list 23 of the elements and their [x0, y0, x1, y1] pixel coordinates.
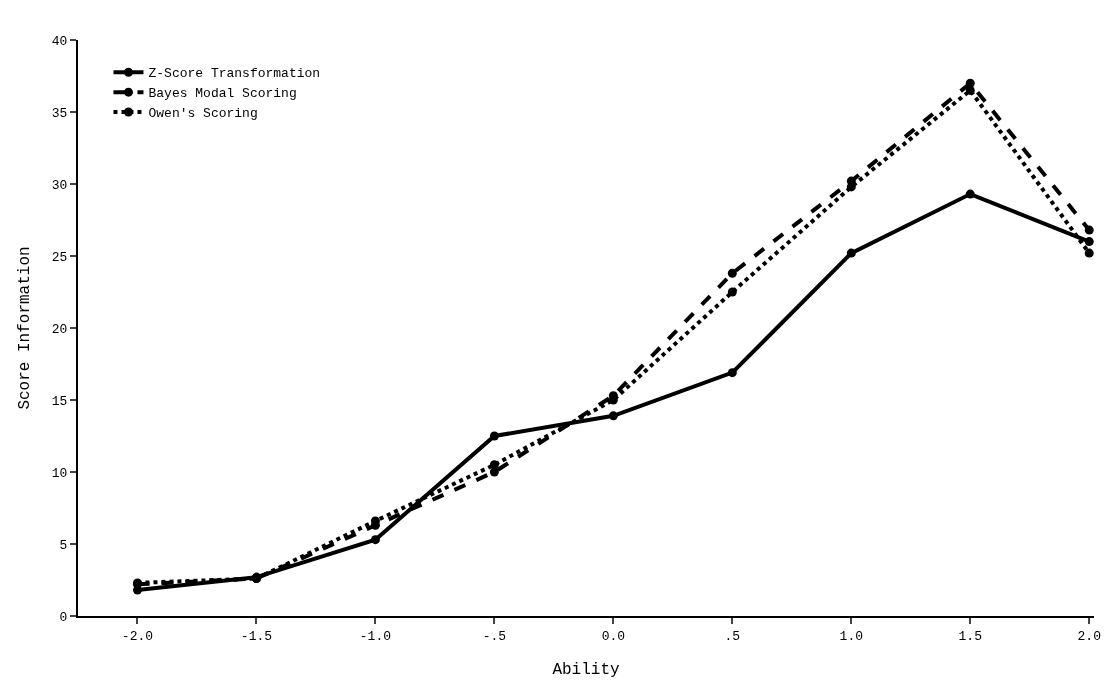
x-tick-label: -2.0: [121, 628, 154, 644]
x-tick-label: -.5: [482, 628, 507, 644]
y-tick-label: 0: [59, 609, 68, 625]
x-tick-label: 1.5: [958, 628, 982, 644]
x-tick-label: .5: [724, 628, 741, 644]
x-tick-label: 1.0: [839, 628, 863, 644]
x-tick-label: -1.0: [359, 628, 392, 644]
y-tick-label: 10: [51, 465, 68, 481]
y-axis-title: Score Information: [16, 246, 35, 410]
legend-label: Owen's Scoring: [148, 106, 258, 122]
y-tick-label: 20: [51, 321, 68, 337]
x-axis-title: Ability: [552, 660, 620, 679]
y-tick-label: 5: [59, 537, 68, 553]
legend-label: Bayes Modal Scoring: [148, 86, 297, 102]
y-tick-label: 15: [51, 393, 68, 409]
y-tick-label: 40: [51, 33, 68, 49]
y-tick-label: 35: [51, 105, 68, 121]
y-tick-label: 30: [51, 177, 68, 193]
x-tick-label: 2.0: [1077, 628, 1101, 644]
legend-label: Z-Score Transformation: [148, 66, 321, 82]
x-tick-label: -1.5: [240, 628, 273, 644]
x-tick-label: 0.0: [601, 628, 626, 644]
y-tick-label: 25: [51, 249, 68, 265]
